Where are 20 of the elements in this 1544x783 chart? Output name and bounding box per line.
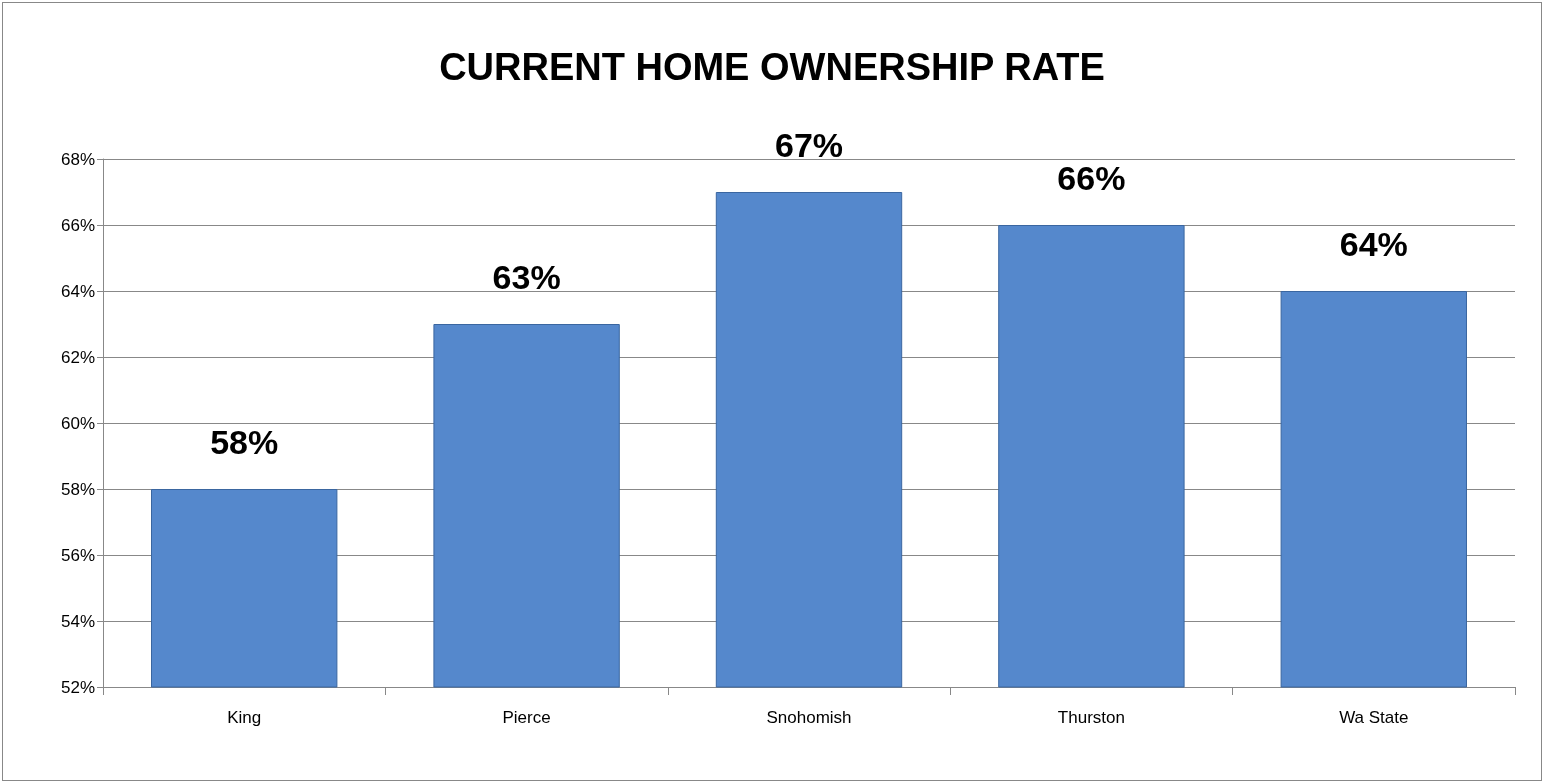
x-tick-label: Wa State bbox=[1339, 708, 1409, 727]
x-tick-label: Pierce bbox=[502, 708, 551, 727]
x-tick-label: King bbox=[227, 708, 262, 727]
y-tick-label: 52% bbox=[60, 677, 95, 697]
y-tick-label: 54% bbox=[60, 611, 95, 631]
x-tick-label: Snohomish bbox=[766, 708, 852, 727]
y-tick-label: 58% bbox=[60, 479, 95, 499]
data-label: 63% bbox=[492, 258, 561, 296]
y-tick-label: 64% bbox=[60, 281, 95, 301]
y-tick-label: 60% bbox=[60, 413, 95, 433]
y-tick-label: 66% bbox=[60, 215, 95, 235]
data-label: 64% bbox=[1339, 225, 1408, 263]
data-label: 66% bbox=[1057, 159, 1126, 197]
data-label: 67% bbox=[774, 126, 844, 164]
y-tick-label: 62% bbox=[60, 347, 95, 367]
chart-title: CURRENT HOME OWNERSHIP RATE bbox=[439, 46, 1105, 88]
y-tick-label: 56% bbox=[60, 545, 95, 565]
x-tick-label: Thurston bbox=[1057, 708, 1125, 727]
data-label: 58% bbox=[210, 423, 279, 461]
y-tick-label: 68% bbox=[60, 149, 95, 169]
